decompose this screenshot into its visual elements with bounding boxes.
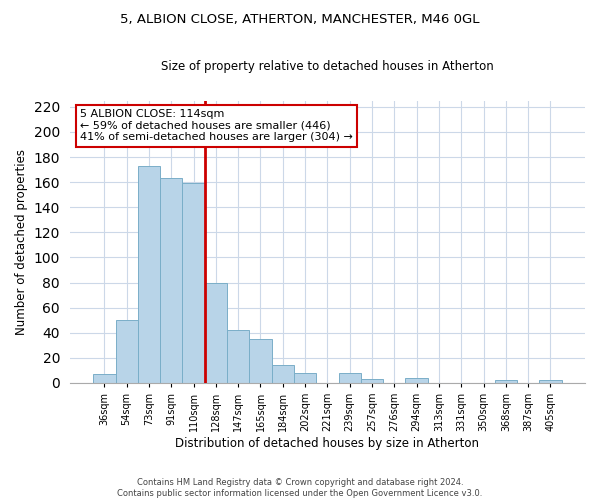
Text: Contains HM Land Registry data © Crown copyright and database right 2024.
Contai: Contains HM Land Registry data © Crown c…	[118, 478, 482, 498]
Bar	[205, 282, 227, 383]
Bar	[494, 380, 517, 383]
Bar	[294, 373, 316, 383]
Y-axis label: Number of detached properties: Number of detached properties	[15, 148, 28, 334]
Bar	[361, 379, 383, 383]
Bar	[272, 366, 294, 383]
Bar	[160, 178, 182, 383]
Bar	[182, 184, 205, 383]
Bar	[227, 330, 250, 383]
Bar	[539, 380, 562, 383]
Bar	[406, 378, 428, 383]
Text: 5, ALBION CLOSE, ATHERTON, MANCHESTER, M46 0GL: 5, ALBION CLOSE, ATHERTON, MANCHESTER, M…	[120, 12, 480, 26]
Title: Size of property relative to detached houses in Atherton: Size of property relative to detached ho…	[161, 60, 494, 73]
Bar	[338, 373, 361, 383]
Bar	[116, 320, 138, 383]
Text: 5 ALBION CLOSE: 114sqm
← 59% of detached houses are smaller (446)
41% of semi-de: 5 ALBION CLOSE: 114sqm ← 59% of detached…	[80, 109, 353, 142]
Bar	[138, 166, 160, 383]
X-axis label: Distribution of detached houses by size in Atherton: Distribution of detached houses by size …	[175, 437, 479, 450]
Bar	[250, 339, 272, 383]
Bar	[93, 374, 116, 383]
